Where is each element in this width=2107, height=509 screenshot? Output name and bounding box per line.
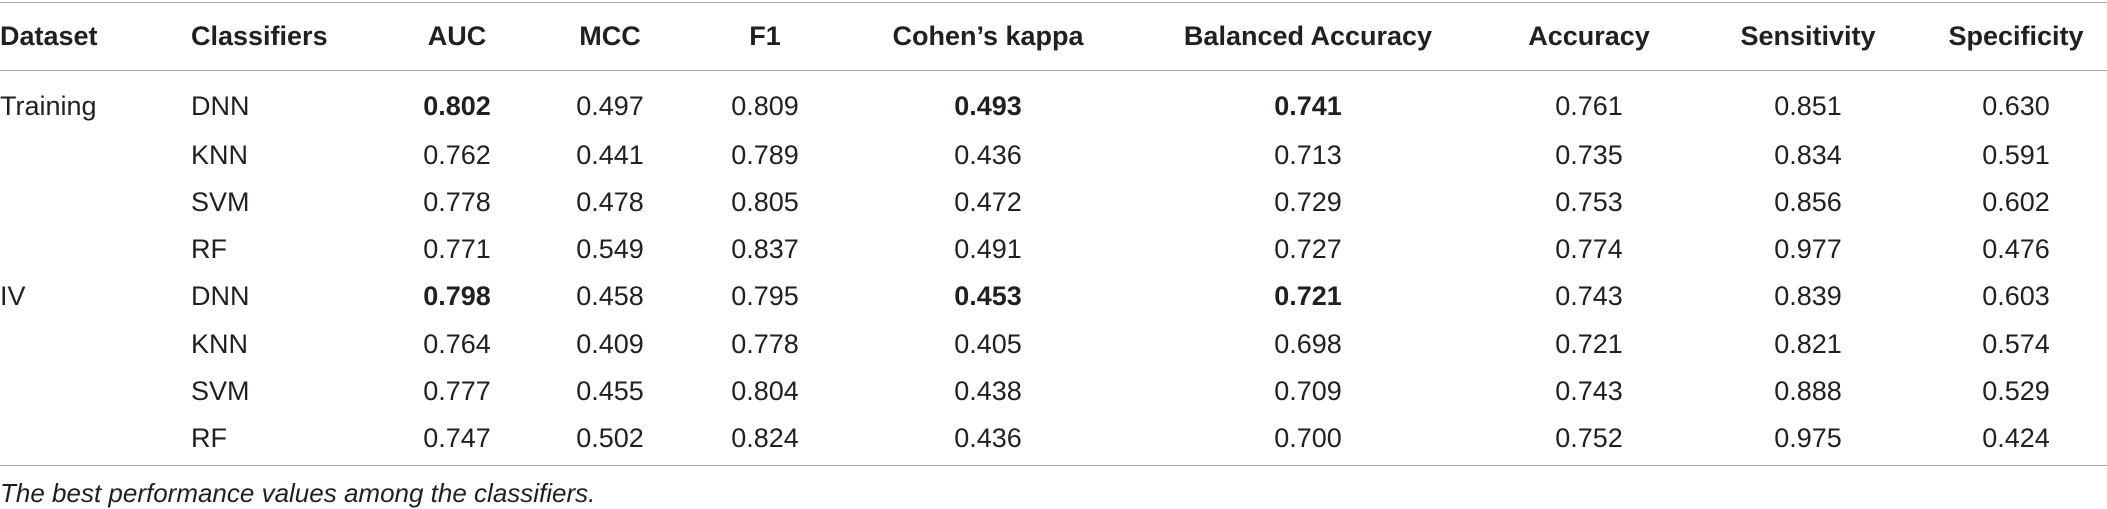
column-header: Dataset [0,21,98,51]
metric-cell: 0.727 [1274,234,1342,264]
metric-cell: 0.602 [1982,187,2050,217]
metric-cell: 0.856 [1774,187,1842,217]
metric-cell: 0.424 [1982,423,2050,453]
metric-cell: 0.436 [954,423,1022,453]
metric-cell: 0.834 [1774,140,1842,170]
column-header: AUC [427,21,487,51]
classifier-cell: SVM [191,187,250,217]
metric-cell: 0.741 [1274,91,1342,121]
metric-cell: 0.789 [731,140,799,170]
metric-cell: 0.476 [1982,234,2050,264]
metric-cell: 0.761 [1555,91,1623,121]
classifier-cell: DNN [191,91,250,121]
metric-cell: 0.975 [1774,423,1842,453]
metric-cell: 0.977 [1774,234,1842,264]
footnote: The best performance values among the cl… [0,478,596,508]
metric-cell: 0.529 [1982,376,2050,406]
top-rule [0,2,2107,3]
bottom-rule [0,465,2107,466]
metric-cell: 0.502 [576,423,644,453]
metric-cell: 0.453 [954,281,1022,311]
metric-cell: 0.549 [576,234,644,264]
metric-cell: 0.698 [1274,329,1342,359]
metric-cell: 0.630 [1982,91,2050,121]
metric-cell: 0.851 [1774,91,1842,121]
metric-cell: 0.721 [1555,329,1623,359]
column-header: Sensitivity [1740,21,1876,51]
metric-cell: 0.804 [731,376,799,406]
metric-cell: 0.493 [954,91,1022,121]
metric-cell: 0.603 [1982,281,2050,311]
metric-cell: 0.472 [954,187,1022,217]
metric-cell: 0.700 [1274,423,1342,453]
metric-cell: 0.721 [1274,281,1342,311]
metric-cell: 0.436 [954,140,1022,170]
metric-cell: 0.777 [423,376,491,406]
column-header: Classifiers [191,21,328,51]
metric-cell: 0.798 [423,281,491,311]
metric-cell: 0.774 [1555,234,1623,264]
metric-cell: 0.795 [731,281,799,311]
column-header: F1 [749,21,781,51]
metric-cell: 0.441 [576,140,644,170]
classifier-cell: RF [191,234,227,264]
metric-cell: 0.888 [1774,376,1842,406]
metric-cell: 0.753 [1555,187,1623,217]
column-header: Balanced Accuracy [1183,21,1433,51]
metric-cell: 0.735 [1555,140,1623,170]
metric-cell: 0.805 [731,187,799,217]
metric-cell: 0.743 [1555,376,1623,406]
column-header: Cohen’s kappa [892,21,1084,51]
metric-cell: 0.458 [576,281,644,311]
metric-cell: 0.747 [423,423,491,453]
metric-cell: 0.491 [954,234,1022,264]
metric-cell: 0.591 [1982,140,2050,170]
metric-cell: 0.478 [576,187,644,217]
metric-cell: 0.752 [1555,423,1623,453]
metric-cell: 0.778 [423,187,491,217]
metric-cell: 0.821 [1774,329,1842,359]
column-header: Accuracy [1528,21,1650,51]
metric-cell: 0.438 [954,376,1022,406]
dataset-cell: Training [0,91,97,121]
classifier-cell: KNN [191,329,249,359]
column-header: Specificity [1948,21,2084,51]
metric-cell: 0.839 [1774,281,1842,311]
metric-cell: 0.743 [1555,281,1623,311]
metric-cell: 0.729 [1274,187,1342,217]
metric-cell: 0.762 [423,140,491,170]
metric-cell: 0.409 [576,329,644,359]
classifier-cell: RF [191,423,227,453]
metric-cell: 0.455 [576,376,644,406]
header-rule [0,70,2107,71]
metric-cell: 0.764 [423,329,491,359]
metric-cell: 0.574 [1982,329,2050,359]
metric-cell: 0.771 [423,234,491,264]
metric-cell: 0.809 [731,91,799,121]
metric-cell: 0.713 [1274,140,1342,170]
metric-cell: 0.802 [423,91,491,121]
dataset-cell: IV [0,281,26,311]
metric-cell: 0.405 [954,329,1022,359]
metric-cell: 0.497 [576,91,644,121]
column-header: MCC [579,21,641,51]
metric-cell: 0.824 [731,423,799,453]
metric-cell: 0.778 [731,329,799,359]
metric-cell: 0.709 [1274,376,1342,406]
classifier-cell: SVM [191,376,250,406]
classifier-cell: DNN [191,281,250,311]
classifier-cell: KNN [191,140,249,170]
metric-cell: 0.837 [731,234,799,264]
